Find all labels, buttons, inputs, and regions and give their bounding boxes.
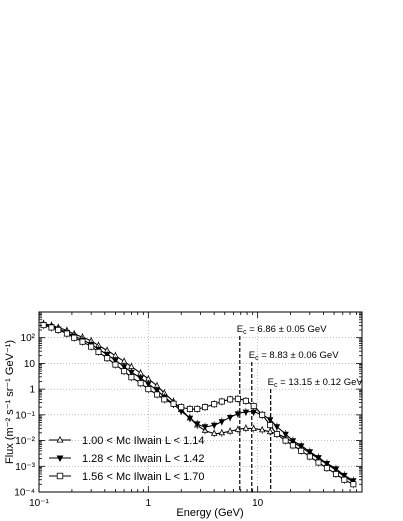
data-point bbox=[137, 375, 144, 382]
data-point bbox=[273, 431, 280, 438]
data-point bbox=[289, 438, 297, 445]
data-point bbox=[250, 424, 257, 432]
data-point bbox=[267, 422, 274, 429]
data-point bbox=[242, 397, 249, 404]
data-point bbox=[145, 386, 152, 393]
cutoff-annotation: Ec = 13.15 ± 0.12 GeV bbox=[268, 377, 364, 389]
data-point bbox=[194, 405, 201, 412]
x-axis-title: Energy (GeV) bbox=[176, 507, 243, 519]
data-point bbox=[226, 414, 234, 422]
data-point bbox=[298, 447, 305, 454]
data-point bbox=[121, 368, 128, 375]
data-point bbox=[242, 409, 250, 416]
data-point bbox=[332, 466, 340, 473]
cutoff-annotations: Ec = 6.86 ± 0.05 GeV Ec = 8.83 ± 0.06 GeV… bbox=[237, 324, 364, 389]
y-tick-label: 10² bbox=[21, 333, 36, 344]
data-point bbox=[282, 437, 289, 444]
axis-ticks bbox=[38, 312, 363, 493]
data-point bbox=[202, 404, 209, 411]
y-tick-label: 10⁻² bbox=[15, 436, 35, 447]
data-point bbox=[48, 324, 55, 331]
data-point bbox=[201, 424, 209, 431]
data-point bbox=[297, 443, 305, 450]
data-point bbox=[341, 476, 348, 483]
data-point bbox=[128, 374, 135, 381]
data-point bbox=[273, 424, 281, 431]
x-tick-label: 1 bbox=[146, 498, 152, 509]
data-point bbox=[193, 421, 201, 428]
legend-marker bbox=[56, 472, 64, 480]
data-point bbox=[71, 334, 78, 341]
data-point bbox=[178, 404, 185, 411]
data-points bbox=[40, 319, 357, 489]
data-point bbox=[120, 364, 128, 371]
data-point bbox=[210, 429, 218, 436]
data-point bbox=[323, 465, 330, 472]
data-point bbox=[186, 415, 194, 422]
data-point bbox=[350, 481, 357, 488]
data-point bbox=[227, 396, 234, 403]
data-point bbox=[315, 459, 322, 466]
data-point bbox=[137, 380, 144, 387]
data-point bbox=[282, 431, 289, 438]
data-point bbox=[153, 391, 160, 398]
data-point bbox=[112, 361, 119, 368]
data-point bbox=[55, 326, 62, 333]
data-point bbox=[218, 428, 226, 436]
y-tick-label: 10⁻⁴ bbox=[14, 488, 35, 499]
data-point bbox=[306, 453, 313, 460]
x-tick-label: 10 bbox=[252, 498, 264, 509]
data-point bbox=[79, 338, 86, 345]
legend-entry: 1.00 < Mc Ilwain L < 1.14 bbox=[82, 435, 205, 447]
data-point bbox=[145, 381, 152, 388]
data-point bbox=[259, 411, 266, 418]
legend-marker bbox=[56, 435, 64, 443]
data-point bbox=[211, 401, 218, 408]
data-point bbox=[234, 411, 242, 418]
y-tick-label: 1 bbox=[29, 385, 35, 396]
data-point bbox=[323, 460, 331, 468]
x-tick-label: 10⁻¹ bbox=[29, 498, 49, 509]
data-point bbox=[234, 395, 241, 402]
tick-labels: 10⁻¹ 1 10 10⁻⁴ 10⁻³ 10⁻² 10⁻¹ 1 10 10² bbox=[14, 333, 263, 509]
data-point bbox=[218, 419, 226, 426]
y-tick-label: 10⁻¹ bbox=[15, 410, 35, 421]
data-point bbox=[218, 398, 225, 405]
data-point bbox=[226, 427, 234, 434]
data-point bbox=[266, 427, 274, 435]
y-tick-label: 10 bbox=[24, 359, 36, 370]
data-point bbox=[332, 471, 339, 478]
legend-entry: 1.56 < Mc Ilwain L < 1.70 bbox=[82, 471, 205, 483]
data-point bbox=[210, 422, 218, 429]
cutoff-annotation: Ec = 6.86 ± 0.05 GeV bbox=[237, 324, 327, 336]
data-point bbox=[161, 396, 168, 403]
data-point bbox=[306, 449, 314, 456]
cutoff-annotation: Ec = 8.83 ± 0.06 GeV bbox=[249, 350, 339, 362]
data-point bbox=[250, 403, 257, 410]
data-point bbox=[63, 330, 70, 337]
data-point bbox=[315, 455, 322, 462]
y-tick-label: 10⁻³ bbox=[15, 462, 35, 473]
data-point bbox=[289, 442, 296, 449]
data-point bbox=[234, 425, 242, 432]
data-point bbox=[266, 417, 274, 424]
data-point bbox=[104, 355, 111, 362]
data-point bbox=[128, 369, 135, 376]
legend: 1.00 < Mc Ilwain L < 1.14 1.28 < Mc Ilwai… bbox=[49, 435, 205, 483]
grid-lines bbox=[39, 312, 362, 492]
legend-marker bbox=[56, 455, 64, 463]
data-point bbox=[170, 400, 177, 407]
data-point bbox=[258, 426, 266, 433]
y-axis-title: Flux (m⁻² s⁻¹ sr⁻¹ GeV⁻¹) bbox=[4, 340, 16, 464]
data-point bbox=[186, 405, 193, 412]
data-point bbox=[242, 424, 250, 431]
legend-entry: 1.28 < Mc Ilwain L < 1.42 bbox=[82, 453, 205, 465]
data-point bbox=[88, 343, 95, 350]
data-point bbox=[95, 348, 102, 355]
